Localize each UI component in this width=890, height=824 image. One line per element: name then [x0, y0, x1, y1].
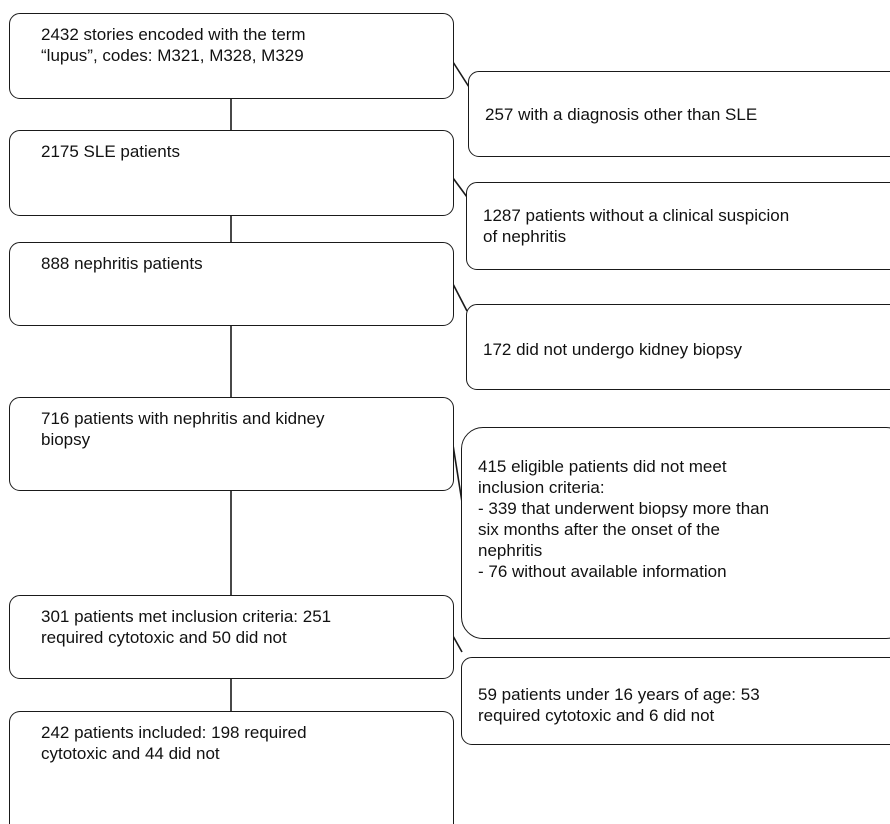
exclusion-box-text: 172 did not undergo kidney biopsy	[483, 340, 742, 359]
flow-box-inclusion-criteria: 301 patients met inclusion criteria: 251…	[9, 595, 454, 679]
exclusion-box-under-16: 59 patients under 16 years of age: 53 re…	[461, 657, 890, 745]
exclusion-box-text: 1287 patients without a clinical suspici…	[483, 206, 790, 246]
exclusion-connector	[452, 61, 470, 88]
exclusion-box-text: 257 with a diagnosis other than SLE	[485, 105, 758, 124]
exclusion-connector	[452, 283, 468, 312]
exclusion-box-not-meeting-criteria: 415 eligible patients did not meet inclu…	[461, 427, 890, 639]
flow-box-text: 242 patients included: 198 required cyto…	[41, 723, 307, 763]
flow-box-patients-included: 242 patients included: 198 required cyto…	[9, 711, 454, 824]
exclusion-box-other-diagnosis: 257 with a diagnosis other than SLE	[468, 71, 890, 157]
flow-box-text: 301 patients met inclusion criteria: 251…	[41, 607, 332, 647]
flow-box-text: 716 patients with nephritis and kidney b…	[41, 409, 325, 449]
flow-box-text: 2432 stories encoded with the term “lupu…	[41, 25, 306, 65]
exclusion-box-no-kidney-biopsy: 172 did not undergo kidney biopsy	[466, 304, 890, 390]
exclusion-connector	[452, 177, 468, 198]
flow-box-nephritis-and-biopsy: 716 patients with nephritis and kidney b…	[9, 397, 454, 491]
exclusion-box-text: 59 patients under 16 years of age: 53 re…	[478, 685, 760, 725]
flow-box-text: 2175 SLE patients	[41, 142, 180, 161]
flow-box-stories-encoded: 2432 stories encoded with the term “lupu…	[9, 13, 454, 99]
exclusion-connector	[452, 635, 463, 653]
exclusion-box-text: 415 eligible patients did not meet inclu…	[478, 457, 770, 581]
exclusion-box-no-nephritis-suspicion: 1287 patients without a clinical suspici…	[466, 182, 890, 270]
flow-box-sle-patients: 2175 SLE patients	[9, 130, 454, 216]
flow-box-text: 888 nephritis patients	[41, 254, 203, 273]
flow-box-nephritis-patients: 888 nephritis patients	[9, 242, 454, 326]
exclusion-connector	[452, 444, 463, 503]
